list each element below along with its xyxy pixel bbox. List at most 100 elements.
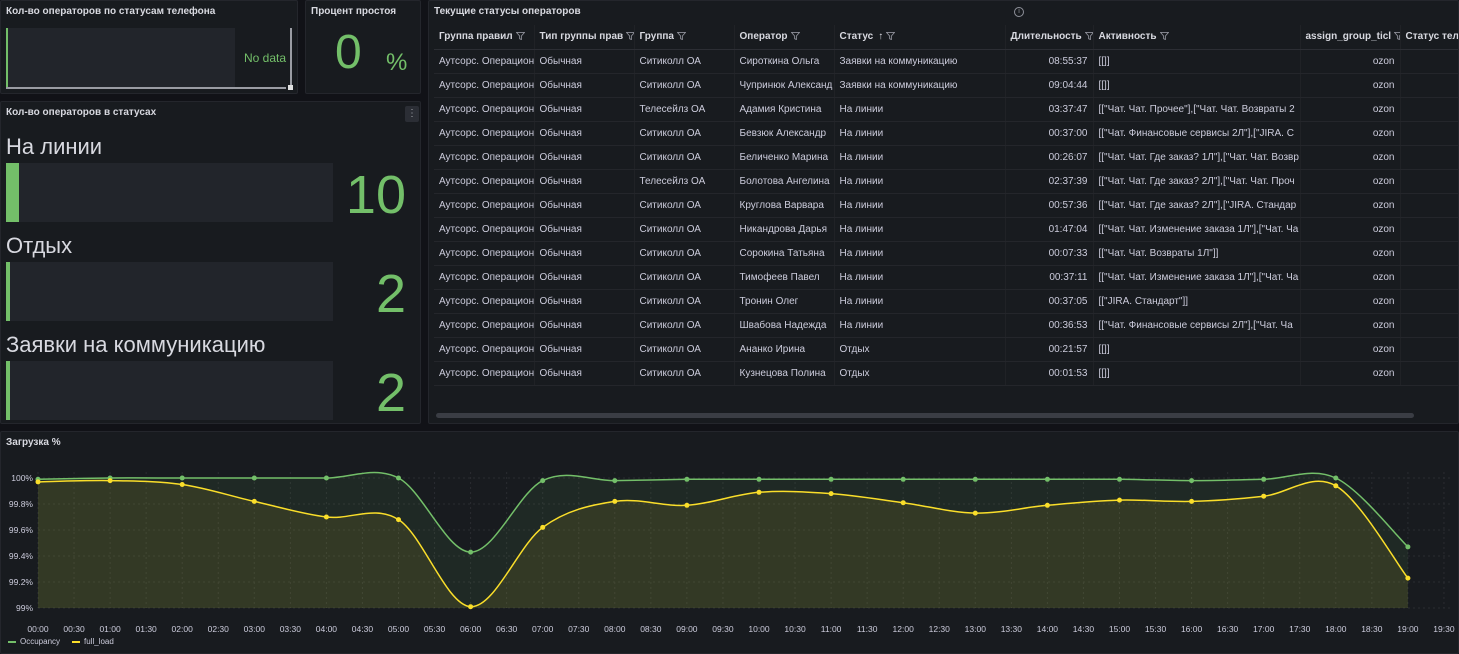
data-point bbox=[828, 476, 834, 482]
legend-label: Occupancy bbox=[20, 637, 61, 646]
table-row[interactable]: Аутсорс. Операцион Обычная Телесейлз ОА Бол… bbox=[434, 169, 1458, 194]
table-cell: Телесейлз ОА bbox=[634, 169, 735, 194]
table-cell: ozon bbox=[1300, 313, 1401, 338]
table-cell bbox=[1400, 97, 1458, 122]
table-cell: Ситиколл ОА bbox=[634, 73, 735, 98]
table-cell bbox=[1400, 121, 1458, 146]
column-header[interactable]: Тип группы прав bbox=[534, 25, 635, 50]
filter-icon[interactable] bbox=[1084, 32, 1092, 41]
y-tick-label: 99% bbox=[16, 603, 33, 613]
x-tick-label: 16:30 bbox=[1217, 624, 1239, 634]
table-cell: Заявки на коммуникацию bbox=[834, 73, 1006, 98]
table-row[interactable]: Аутсорс. Операцион Обычная Ситиколл ОА Сиро… bbox=[434, 49, 1458, 74]
table-cell: На линии bbox=[834, 97, 1006, 122]
table-cell: На линии bbox=[834, 145, 1006, 170]
panel-title[interactable]: Кол-во операторов по статусам телефона bbox=[6, 6, 216, 17]
data-point bbox=[1261, 476, 1267, 482]
filter-icon[interactable] bbox=[515, 32, 526, 41]
data-point bbox=[1189, 478, 1195, 484]
table-cell: Аутсорс. Операцион bbox=[434, 313, 535, 338]
horizontal-scrollbar[interactable] bbox=[6, 87, 286, 89]
panel-title[interactable]: Загрузка % bbox=[6, 437, 61, 448]
column-header-label: assign_group_ticl bbox=[1305, 31, 1392, 43]
table-cell: Заявки на коммуникацию bbox=[834, 49, 1006, 74]
table-row[interactable]: Аутсорс. Операцион Обычная Ситиколл ОА Бели… bbox=[434, 145, 1458, 170]
x-tick-label: 14:30 bbox=[1073, 624, 1095, 634]
column-header[interactable]: assign_group_ticl bbox=[1300, 25, 1401, 50]
table-cell: ozon bbox=[1300, 361, 1401, 386]
table-cell: На линии bbox=[834, 265, 1006, 290]
table-cell: [["Чат. Чат. Прочее"],["Чат. Чат. Возвра… bbox=[1093, 97, 1301, 122]
filter-icon[interactable] bbox=[790, 32, 801, 41]
x-tick-label: 08:00 bbox=[604, 624, 626, 634]
column-header[interactable]: Длительность bbox=[1005, 25, 1094, 50]
table-cell: [["Чат. Финансовые сервисы 2Л"],["JIRA. … bbox=[1093, 121, 1301, 146]
panel-title[interactable]: Текущие статусы операторов bbox=[434, 6, 581, 17]
column-header[interactable]: Группа правил bbox=[434, 25, 535, 50]
x-tick-label: 17:00 bbox=[1253, 624, 1275, 634]
column-header[interactable]: Статус теле bbox=[1400, 25, 1458, 50]
table-cell: 01:47:04 bbox=[1005, 217, 1094, 242]
table-row[interactable]: Аутсорс. Операцион Обычная Телесейлз ОА Ада… bbox=[434, 97, 1458, 122]
column-header-label: Тип группы прав bbox=[539, 31, 624, 43]
table-cell: ozon bbox=[1300, 193, 1401, 218]
table-horizontal-scrollbar[interactable] bbox=[436, 413, 1414, 418]
table-cell: Ситиколл ОА bbox=[634, 313, 735, 338]
table-cell: 09:04:44 bbox=[1005, 73, 1094, 98]
panel-title[interactable]: Кол-во операторов в статусах bbox=[6, 107, 157, 118]
table-cell: [[]] bbox=[1093, 73, 1301, 98]
info-icon[interactable]: i bbox=[1014, 7, 1024, 17]
column-header[interactable]: Группа bbox=[634, 25, 735, 50]
table-cell: Беличенко Марина bbox=[734, 145, 835, 170]
table-cell: На линии bbox=[834, 193, 1006, 218]
table-row[interactable]: Аутсорс. Операцион Обычная Ситиколл ОА Чупр… bbox=[434, 73, 1458, 98]
data-point bbox=[1333, 475, 1339, 481]
data-point bbox=[972, 510, 978, 516]
table-cell: Ананко Ирина bbox=[734, 337, 835, 362]
legend-item[interactable]: full_load bbox=[72, 637, 114, 646]
table-row[interactable]: Аутсорс. Операцион Обычная Ситиколл ОА Кузн… bbox=[434, 361, 1458, 386]
data-point bbox=[179, 482, 185, 487]
column-header[interactable]: Статус ↑ bbox=[834, 25, 1006, 50]
table-row[interactable]: Аутсорс. Операцион Обычная Ситиколл ОА Трон… bbox=[434, 289, 1458, 314]
data-point bbox=[396, 475, 401, 481]
status-bar-placeholder bbox=[6, 28, 235, 87]
data-point bbox=[1333, 483, 1339, 489]
panel-title[interactable]: Процент простоя bbox=[311, 6, 397, 17]
filter-icon[interactable] bbox=[885, 32, 896, 41]
vertical-scrollbar[interactable] bbox=[290, 28, 292, 86]
column-header[interactable]: Активность bbox=[1093, 25, 1301, 50]
x-tick-label: 13:00 bbox=[965, 624, 987, 634]
table-cell: Болотова Ангелина bbox=[734, 169, 835, 194]
table-cell: Обычная bbox=[534, 217, 635, 242]
column-header[interactable]: Оператор bbox=[734, 25, 835, 50]
table-body: Аутсорс. Операцион Обычная Ситиколл ОА Сиро… bbox=[434, 49, 1458, 386]
table-cell: Ситиколл ОА bbox=[634, 265, 735, 290]
table-row[interactable]: Аутсорс. Операцион Обычная Ситиколл ОА Тимо… bbox=[434, 265, 1458, 290]
table-row[interactable]: Аутсорс. Операцион Обычная Ситиколл ОА Соро… bbox=[434, 241, 1458, 266]
x-tick-label: 03:30 bbox=[280, 624, 302, 634]
sort-ascending-icon[interactable]: ↑ bbox=[878, 31, 884, 43]
x-tick-label: 19:00 bbox=[1397, 624, 1419, 634]
table-cell bbox=[1400, 289, 1458, 314]
table-row[interactable]: Аутсорс. Операцион Обычная Ситиколл ОА Бевз… bbox=[434, 121, 1458, 146]
table-row[interactable]: Аутсорс. Операцион Обычная Ситиколл ОА Анан… bbox=[434, 337, 1458, 362]
table-row[interactable]: Аутсорс. Операцион Обычная Ситиколл ОА Круг… bbox=[434, 193, 1458, 218]
table-cell: Аутсорс. Операцион bbox=[434, 97, 535, 122]
filter-icon[interactable] bbox=[1159, 32, 1170, 41]
table-cell: Тимофеев Павел bbox=[734, 265, 835, 290]
x-tick-label: 05:30 bbox=[424, 624, 446, 634]
y-tick-label: 99.4% bbox=[9, 551, 34, 561]
table-cell: ozon bbox=[1300, 145, 1401, 170]
operator-status-table-panel: Текущие статусы операторов i Группа прав… bbox=[428, 0, 1459, 424]
table-cell: Аутсорс. Операцион bbox=[434, 241, 535, 266]
table-row[interactable]: Аутсорс. Операцион Обычная Ситиколл ОА Шваб… bbox=[434, 313, 1458, 338]
legend-item[interactable]: Occupancy bbox=[8, 637, 60, 646]
filter-icon[interactable] bbox=[1393, 32, 1399, 41]
filter-icon[interactable] bbox=[625, 32, 633, 41]
panel-menu-icon[interactable]: ⋮ bbox=[405, 106, 419, 122]
data-point bbox=[972, 476, 978, 482]
table-row[interactable]: Аутсорс. Операцион Обычная Ситиколл ОА Ника… bbox=[434, 217, 1458, 242]
stat-value-online: 10 bbox=[345, 165, 406, 225]
filter-icon[interactable] bbox=[676, 32, 687, 41]
